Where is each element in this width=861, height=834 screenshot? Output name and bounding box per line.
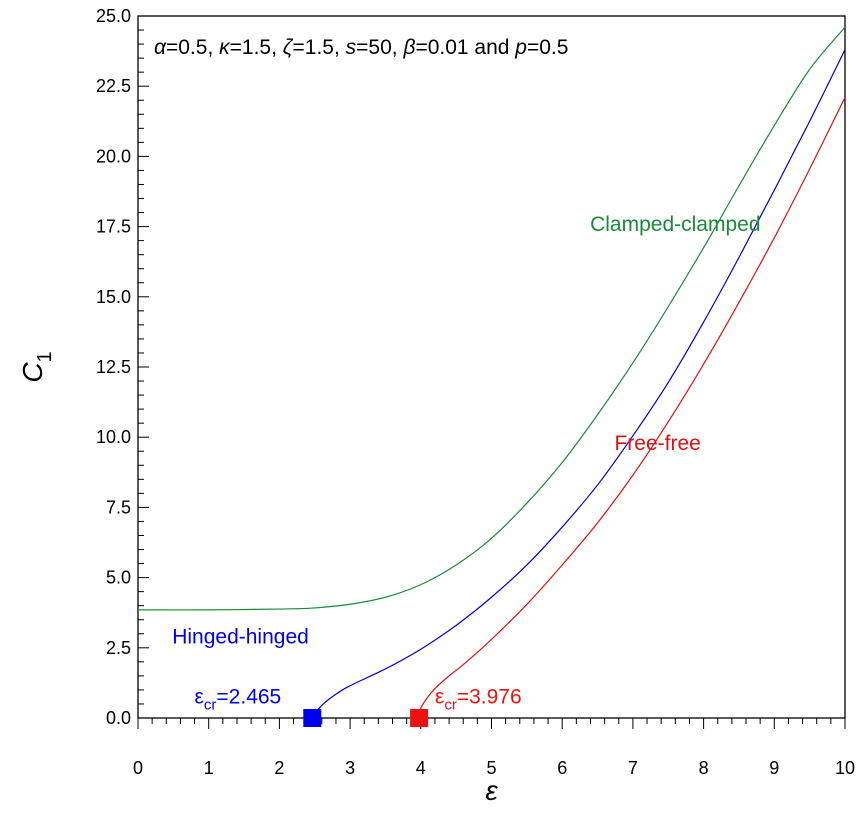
x-tick-label: 3	[345, 758, 355, 778]
axes-layer	[137, 15, 846, 729]
parameter-symbol: s	[346, 36, 357, 59]
critical-point-label-1: εcr=2.465	[195, 685, 282, 713]
x-tick-label: 2	[274, 758, 284, 778]
y-tick-label: 10.0	[96, 427, 131, 447]
parameter-value: =1.5,	[230, 36, 283, 59]
critical-label-subscript: cr	[444, 696, 457, 713]
series-line-hinged-hinged	[311, 49, 846, 719]
annotation-hinged-hinged: Hinged-hinged	[172, 626, 309, 649]
y-tick-label: 12.5	[96, 357, 131, 377]
critical-point-marker-2	[410, 709, 429, 727]
parameter-symbol: β	[402, 36, 415, 59]
x-tick-label: 0	[133, 758, 143, 778]
y-tick-label: 5.0	[106, 568, 131, 588]
y-axis-label: C1	[17, 351, 56, 382]
y-tick-label: 25.0	[96, 6, 131, 26]
parameters-text: α=0.5, κ=1.5, ζ=1.5, s=50, β=0.01 and p=…	[154, 36, 568, 59]
parameter-value: =0.5,	[166, 36, 219, 59]
x-tick-label: 8	[699, 758, 709, 778]
critical-label-value: =3.976	[457, 685, 522, 708]
critical-label-value: =2.465	[216, 685, 281, 708]
series-line-free-free	[418, 97, 846, 719]
parameter-value: =0.5	[527, 36, 568, 59]
parameter-value: =50,	[356, 36, 403, 59]
y-tick-label: 22.5	[96, 76, 131, 96]
critical-point-marker-1	[303, 709, 322, 727]
y-tick-label: 7.5	[106, 497, 131, 517]
x-tick-label: 5	[486, 758, 496, 778]
critical-label-symbol: ε	[195, 685, 204, 708]
critical-label-subscript: cr	[204, 696, 217, 713]
parameter-symbol: κ	[219, 36, 231, 59]
x-tick-label: 1	[204, 758, 214, 778]
y-tick-label: 15.0	[96, 287, 131, 307]
x-axis-label: ε	[485, 775, 498, 806]
y-tick-label: 0.0	[106, 708, 131, 728]
critical-label-symbol: ε	[435, 685, 444, 708]
x-tick-label: 10	[835, 758, 855, 778]
y-tick-label: 2.5	[106, 638, 131, 658]
annotation-free-free: Free-free	[614, 432, 700, 455]
marker-layer	[303, 709, 429, 727]
y-axis-label-subscript: 1	[34, 351, 56, 362]
parameter-symbol: p	[514, 36, 527, 59]
parameter-value: =0.01 and	[415, 36, 515, 59]
parameter-symbol: α	[154, 36, 167, 59]
parameter-symbol: ζ	[283, 36, 294, 59]
critical-point-label-2: εcr=3.976	[435, 685, 522, 713]
text-layer: 0 1 2 3 4 5 6 7 8 9 10 0.0 2.5 5.0 7.5 10.0 12.5 15.0 17.5…	[17, 6, 855, 806]
x-tick-label: 6	[557, 758, 567, 778]
y-axis-label-main: C	[17, 362, 48, 383]
series-line-clamped-clamped	[137, 26, 846, 611]
x-tick-label: 7	[628, 758, 638, 778]
x-tick-label: 9	[769, 758, 779, 778]
y-tick-label: 20.0	[96, 146, 131, 166]
plot-frame	[137, 15, 846, 719]
series-layer	[137, 26, 846, 719]
y-tick-label: 17.5	[96, 217, 131, 237]
x-tick-label: 4	[416, 758, 426, 778]
parameter-value: =1.5,	[293, 36, 346, 59]
annotation-clamped-clamped: Clamped-clamped	[590, 213, 760, 236]
